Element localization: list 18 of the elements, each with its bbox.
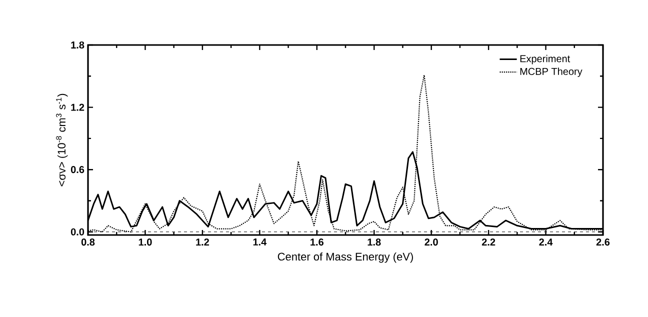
- legend-label: Experiment: [520, 54, 570, 64]
- y-tick-label: 0.0: [70, 228, 84, 236]
- x-tick-label: 1.6: [310, 238, 324, 246]
- x-tick-label: 2.2: [482, 238, 496, 246]
- x-tick-label: 2.0: [424, 238, 438, 246]
- x-tick-label: 0.8: [81, 238, 95, 246]
- y-tick-label: 0.6: [70, 166, 84, 174]
- y-tick-label: 1.8: [71, 41, 84, 49]
- x-tick-label: 1.2: [196, 238, 209, 246]
- x-tick-label: 2.6: [596, 238, 610, 246]
- x-tick-label: 1.0: [138, 238, 152, 246]
- x-tick-label: 1.8: [368, 238, 381, 246]
- x-axis-title: Center of Mass Energy (eV): [278, 252, 413, 263]
- y-tick-label: 1.2: [71, 104, 84, 111]
- legend-label: MCBP Theory: [520, 68, 582, 77]
- x-tick-label: 2.4: [539, 238, 553, 246]
- y-axis-title: <σv> (10$^{-8}$ cm$^{3}$ s$^{-1}$): [56, 94, 68, 186]
- x-tick-label: 1.4: [253, 238, 267, 246]
